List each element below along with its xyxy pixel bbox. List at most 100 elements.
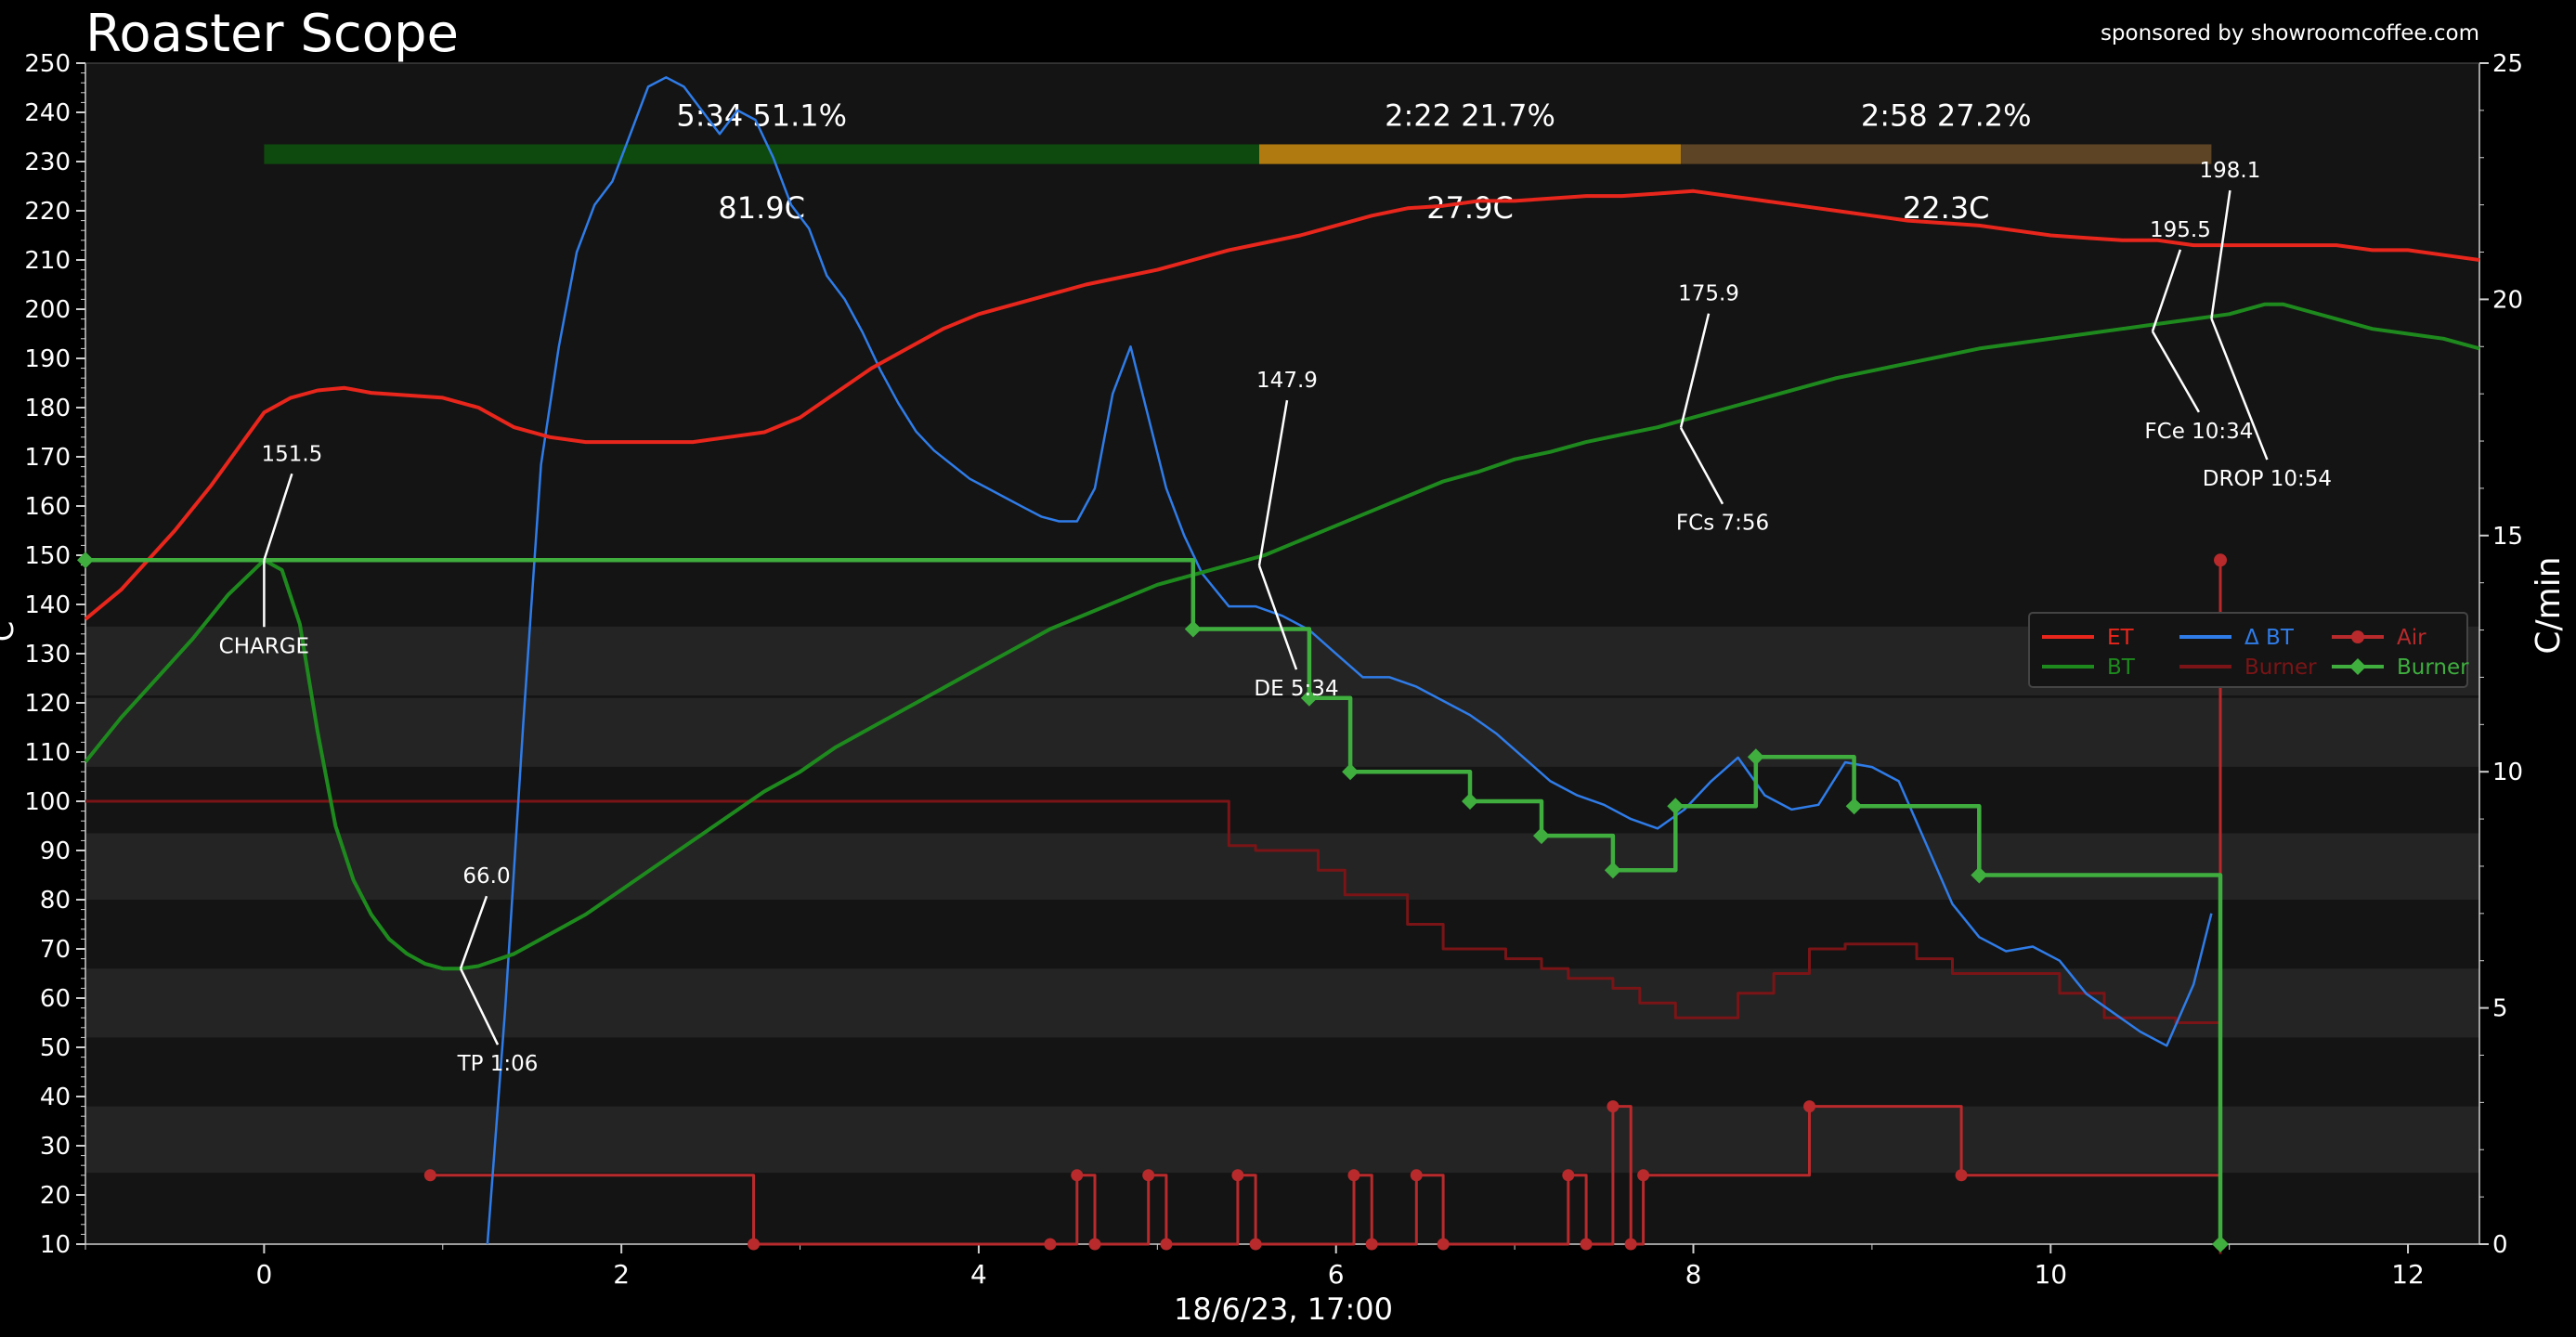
- legend-marker-4: [2351, 630, 2364, 643]
- series-et-0: [84, 188, 2480, 621]
- x-tick-label: 8: [1685, 1259, 1702, 1290]
- annotation-leader-bottom: [2151, 331, 2201, 413]
- phase-bar-0: [264, 144, 1259, 164]
- air-event-point: [748, 1238, 761, 1251]
- y-right-tick-label: 20: [2492, 286, 2523, 314]
- plot-area: 1020304050607080901001101201301401501601…: [24, 50, 2523, 1290]
- y-left-tick-label: 100: [24, 788, 71, 816]
- burner-event-point: [1747, 748, 1764, 766]
- air-event-point: [1347, 1169, 1360, 1182]
- air-event-point: [1437, 1238, 1450, 1251]
- annotation-leader-bottom: [459, 967, 500, 1045]
- y-left-tick-label: 10: [40, 1231, 71, 1259]
- y-left-tick-label: 40: [40, 1084, 71, 1111]
- drop-marker-point: [2214, 553, 2228, 567]
- air-event-point: [423, 1169, 436, 1182]
- legend-label-2: Δ BT: [2244, 626, 2295, 650]
- y-left-tick-label: 80: [40, 887, 71, 915]
- phase-label-1: 2:22 21.7%: [1385, 97, 1555, 133]
- series-burner-3: [85, 799, 2222, 1254]
- legend-label-4: Air: [2397, 626, 2426, 650]
- y-left-tick-label: 200: [24, 296, 71, 324]
- annotation-label-1: TP 1:06: [457, 1052, 539, 1076]
- annotation-leader-top: [1257, 399, 1289, 566]
- y-left-tick-label: 70: [40, 936, 71, 964]
- annotation-leader-top: [459, 895, 488, 969]
- annotation-leader-bottom: [1257, 565, 1298, 670]
- y-right-tick-label: 0: [2492, 1231, 2508, 1259]
- x-tick-label: 4: [970, 1259, 987, 1290]
- y-left-tick-label: 20: [40, 1182, 71, 1210]
- y-left-tick-label: 240: [24, 99, 71, 127]
- phase-bar-1: [1258, 144, 1682, 164]
- burner-event-point: [1342, 763, 1360, 781]
- series-bt-2: [486, 76, 2213, 1245]
- air-event-point: [1249, 1238, 1262, 1251]
- burner-event-point: [1604, 862, 1621, 879]
- air-event-point: [1955, 1169, 1968, 1182]
- legend-label-0: ET: [2107, 626, 2135, 650]
- y-right-tick-label: 15: [2492, 523, 2523, 551]
- burner-event-point: [2212, 1236, 2230, 1253]
- temperature-band-3: [85, 697, 2479, 767]
- annotation-leader-bottom: [1679, 427, 1724, 505]
- air-event-point: [1637, 1169, 1650, 1182]
- y-left-tick-label: 250: [24, 50, 71, 78]
- y-left-tick-label: 160: [24, 493, 71, 521]
- annotation-leader-top: [2151, 249, 2182, 332]
- y-left-tick-label: 90: [40, 837, 71, 865]
- phase-delta-1: 27.9C: [1426, 190, 1514, 226]
- burner-event-point: [1971, 866, 1988, 884]
- y-left-tick-label: 120: [24, 690, 71, 718]
- annotation-label-4: FCe 10:34: [2144, 420, 2253, 444]
- x-axis-label: 18/6/23, 17:00: [1174, 1292, 1393, 1327]
- y-left-tick-label: 30: [40, 1133, 71, 1161]
- series-burner-5: [85, 558, 2223, 1244]
- y-right-tick-label: 5: [2492, 995, 2508, 1023]
- annotation-leader-top: [2210, 189, 2231, 319]
- y-left-tick-label: 190: [24, 345, 71, 373]
- y-left-tick-label: 150: [24, 542, 71, 570]
- y-left-tick-label: 140: [24, 591, 71, 619]
- series-air-4: [430, 1105, 2222, 1246]
- x-tick-label: 6: [1328, 1259, 1345, 1290]
- x-tick-label: 12: [2391, 1259, 2425, 1290]
- y-left-tick-label: 220: [24, 198, 71, 226]
- air-event-point: [1607, 1100, 1620, 1113]
- legend: ET BT Δ BT Burner Air Burner: [2028, 612, 2469, 688]
- air-event-point: [1803, 1100, 1816, 1113]
- air-event-point: [1365, 1238, 1378, 1251]
- legend-label-5: Burner: [2397, 656, 2469, 680]
- y-left-tick-label: 180: [24, 395, 71, 422]
- annotation-value-0: 151.5: [261, 442, 322, 466]
- air-event-point: [1088, 1238, 1101, 1251]
- temperature-band-1: [85, 968, 2479, 1038]
- annotation-value-5: 198.1: [2199, 159, 2260, 183]
- burner-event-point: [77, 552, 94, 569]
- y-right-tick-label: 25: [2492, 50, 2523, 78]
- phase-delta-0: 81.9C: [718, 190, 805, 226]
- sponsor-text: sponsored by showroomcoffee.com: [2101, 21, 2479, 45]
- air-event-point: [1580, 1238, 1593, 1251]
- phase-label-2: 2:58 27.2%: [1861, 97, 2032, 133]
- y-left-tick-label: 50: [40, 1034, 71, 1062]
- y-right-tick-label: 10: [2492, 759, 2523, 786]
- legend-marker-5: [2349, 658, 2366, 675]
- burner-event-point: [1845, 798, 1863, 815]
- annotation-label-5: DROP 10:54: [2203, 467, 2332, 491]
- air-event-point: [1410, 1169, 1423, 1182]
- y-left-tick-label: 230: [24, 149, 71, 176]
- air-event-point: [1142, 1169, 1155, 1182]
- x-tick-label: 10: [2034, 1259, 2067, 1290]
- legend-label-3: Burner: [2244, 656, 2317, 680]
- burner-event-point: [1300, 689, 1318, 707]
- y-left-tick-label: 210: [24, 247, 71, 275]
- annotation-value-3: 175.9: [1678, 282, 1739, 306]
- temperature-band-2: [85, 833, 2479, 900]
- annotation-label-3: FCs 7:56: [1676, 512, 1769, 536]
- phase-bar-2: [1681, 144, 2212, 164]
- y-left-tick-label: 60: [40, 985, 71, 1013]
- temperature-band-0: [85, 1106, 2479, 1174]
- x-tick-label: 0: [255, 1259, 272, 1290]
- annotation-value-2: 147.9: [1256, 369, 1318, 393]
